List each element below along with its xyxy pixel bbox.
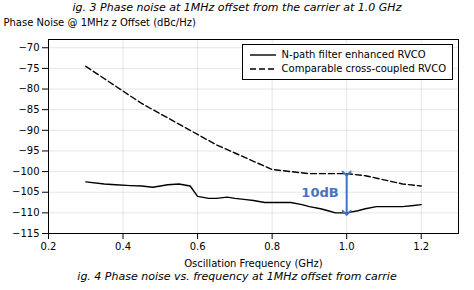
html-text:ig. 4 Phase noise vs. frequenc: ig. 4 Phase noise vs. frequency at 1MHz … [77,270,397,283]
svg-text:Oscillation Frequency (GHz): Oscillation Frequency (GHz) [184,258,323,269]
svg-text:−70: −70 [18,42,39,53]
html-text:ig. 3 Phase noise at 1MHz offs: ig. 3 Phase noise at 1MHz offset from th… [72,1,402,14]
svg-text:0.8: 0.8 [264,241,280,252]
svg-text:1.2: 1.2 [413,241,429,252]
svg-text:0.2: 0.2 [41,241,57,252]
svg-text:−95: −95 [18,145,39,156]
svg-text:−105: −105 [12,186,39,197]
svg-text:−115: −115 [12,228,39,239]
svg-text:10dB: 10dB [301,185,338,200]
svg-text:−80: −80 [18,83,39,94]
svg-text:−100: −100 [12,166,39,177]
svg-text:0.6: 0.6 [190,241,206,252]
svg-text:0.4: 0.4 [115,241,131,252]
svg-text:1.0: 1.0 [339,241,355,252]
svg-text:−75: −75 [18,63,39,74]
svg-text:Phase Noise @ 1MHz z Offset (d: Phase Noise @ 1MHz z Offset (dBc/Hz) [4,17,196,28]
html-text:Comparable cross-coupled RVCO: Comparable cross-coupled RVCO [281,63,446,74]
svg-text:−85: −85 [18,104,39,115]
svg-text:−90: −90 [18,125,39,136]
svg-text:−110: −110 [12,207,39,218]
html-text:N-path filter enhanced RVCO: N-path filter enhanced RVCO [281,49,426,60]
